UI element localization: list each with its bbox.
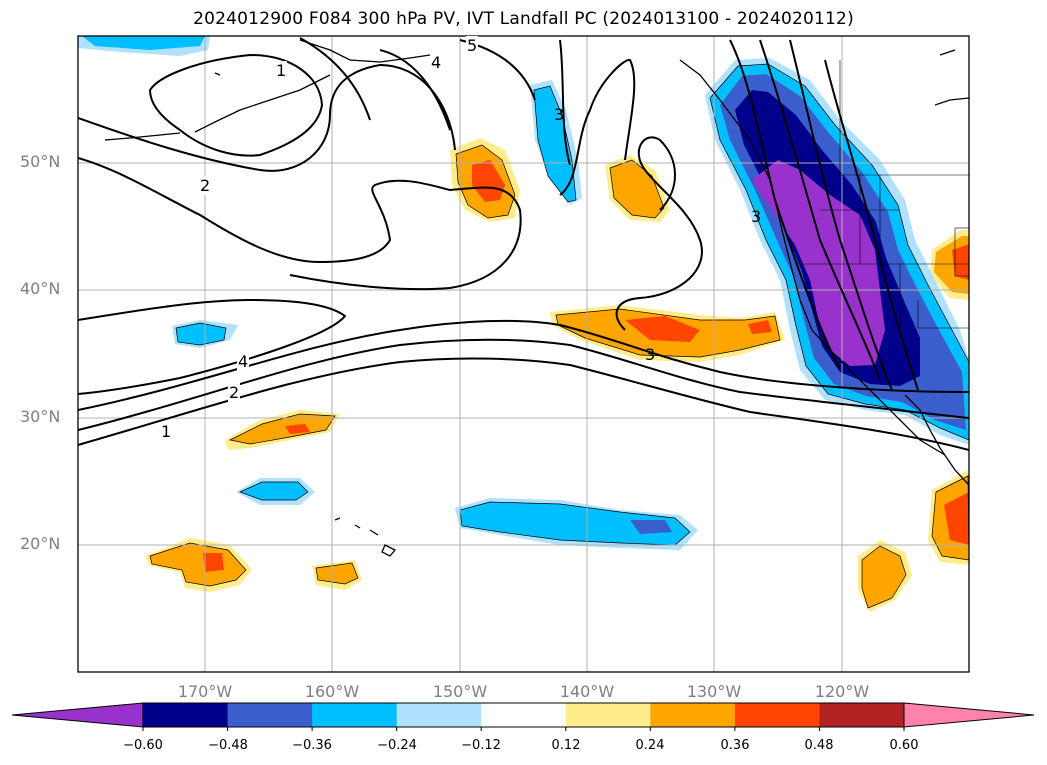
lon-label: 160°W	[304, 682, 360, 701]
pc-shading	[78, 36, 969, 612]
pv-contour-label: 3	[645, 345, 656, 364]
pv-contour-label: 3	[554, 105, 565, 124]
colorbar-tick-label: 0.36	[720, 738, 750, 753]
colorbar-tick-label: 0.48	[804, 738, 834, 753]
lat-label: 20°N	[20, 534, 61, 553]
lon-label: 140°W	[559, 682, 615, 701]
pv-contour-label: 4	[430, 53, 443, 72]
colorbar-tick-label: −0.24	[377, 738, 417, 753]
colorbar-tick-label: −0.12	[461, 738, 501, 753]
lat-label: 50°N	[20, 152, 61, 171]
lat-label: 40°N	[20, 279, 61, 298]
plot-frame	[77, 35, 970, 673]
pv-contours	[78, 37, 969, 451]
coastlines	[104, 39, 969, 557]
pv-contour-label: 2	[199, 176, 212, 195]
lon-label: 150°W	[432, 682, 488, 701]
lon-label: 120°W	[814, 682, 870, 701]
pv-contour-label: 3	[751, 207, 762, 226]
lat-label: 30°N	[20, 407, 61, 426]
lon-label: 130°W	[686, 682, 742, 701]
colorbar-tick-label: 0.12	[551, 738, 581, 753]
pv-contour-label: 2	[228, 383, 241, 402]
colorbar-tick-label: 0.24	[635, 738, 665, 753]
pv-contour-label: 4	[237, 352, 250, 371]
pv-contour-label: 5	[466, 36, 479, 55]
gridlines	[78, 36, 969, 672]
colorbar-tick-label: −0.60	[123, 738, 163, 753]
pv-contour-label: 1	[275, 61, 288, 80]
lon-label: 170°W	[177, 682, 233, 701]
colorbar-tick-label: −0.36	[292, 738, 332, 753]
colorbar-tick-label: 0.60	[889, 738, 919, 753]
pv-contour-label: 1	[160, 422, 173, 441]
figure-title: 2024012900 F084 300 hPa PV, IVT Landfall…	[193, 9, 854, 29]
colorbar-tick-label: −0.48	[208, 738, 248, 753]
